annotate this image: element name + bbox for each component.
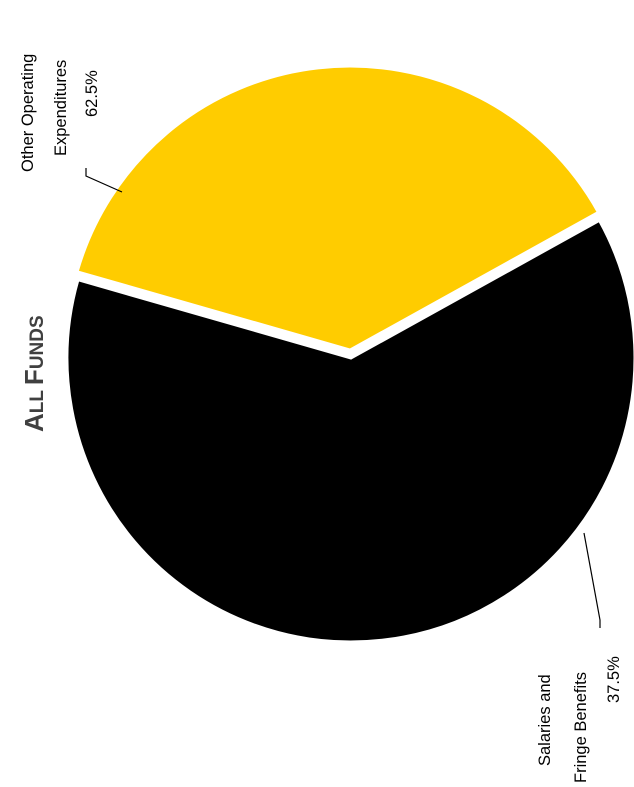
- slice-label-other-operating: Other Operating Expenditures 62.5%: [19, 54, 101, 172]
- slice-value-label: 62.5%: [83, 70, 101, 117]
- slice-label-line-1: Salaries and: [536, 674, 554, 766]
- slice-label-line-1: Other Operating: [19, 54, 37, 172]
- slice-label-line-2: Fringe Benefits: [572, 672, 590, 783]
- chart-title: ALL FUNDS: [19, 315, 49, 432]
- leader-line-salaries: [583, 532, 601, 628]
- leader-lines: [85, 168, 601, 628]
- slice-label-salaries: Salaries and Fringe Benefits 37.5%: [536, 656, 623, 783]
- slice-value-label: 37.5%: [605, 656, 623, 703]
- pie-slice-other-operating-expenditures: [65, 218, 634, 644]
- slice-label-line-2: Expenditures: [52, 60, 70, 156]
- pie-slice-salaries-and-fringe-benefits: [75, 64, 601, 352]
- leader-line-other-operating: [85, 168, 123, 193]
- pie-slices: [65, 64, 634, 644]
